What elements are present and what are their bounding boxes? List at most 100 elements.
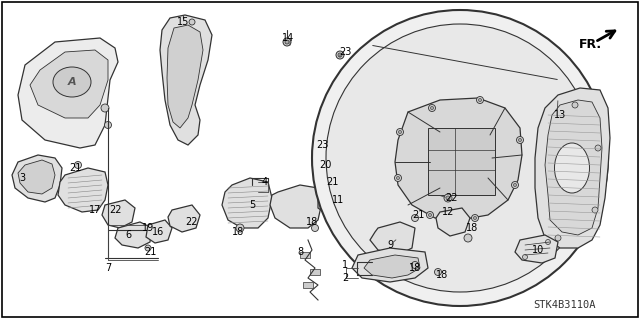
Circle shape — [464, 234, 472, 242]
Circle shape — [479, 99, 481, 101]
Polygon shape — [18, 38, 118, 148]
Circle shape — [336, 51, 344, 59]
Text: 18: 18 — [436, 270, 448, 280]
Text: 3: 3 — [19, 173, 25, 183]
Text: 21: 21 — [144, 247, 156, 257]
Polygon shape — [160, 15, 212, 145]
Polygon shape — [58, 168, 108, 212]
Ellipse shape — [554, 143, 589, 193]
Circle shape — [435, 269, 442, 276]
Circle shape — [444, 194, 452, 202]
Text: 14: 14 — [282, 33, 294, 43]
Text: 7: 7 — [105, 263, 111, 273]
Circle shape — [511, 182, 518, 189]
Text: 17: 17 — [89, 205, 101, 215]
Ellipse shape — [53, 67, 91, 97]
Ellipse shape — [326, 24, 594, 292]
Text: 21: 21 — [69, 163, 81, 173]
Text: 21: 21 — [326, 177, 338, 187]
Circle shape — [236, 224, 244, 232]
Polygon shape — [428, 128, 495, 195]
Polygon shape — [352, 248, 428, 282]
Circle shape — [516, 137, 524, 144]
Circle shape — [592, 207, 598, 213]
Text: STK4B3110A: STK4B3110A — [534, 300, 596, 310]
Circle shape — [431, 107, 433, 109]
Circle shape — [321, 144, 329, 152]
Circle shape — [555, 235, 561, 241]
Circle shape — [324, 176, 332, 183]
Text: 2: 2 — [342, 273, 348, 283]
Text: 4: 4 — [262, 177, 268, 187]
Text: 23: 23 — [316, 140, 328, 150]
Text: 18: 18 — [409, 263, 421, 273]
Polygon shape — [102, 200, 135, 228]
Text: 9: 9 — [387, 240, 393, 250]
Text: 23: 23 — [339, 47, 351, 57]
Polygon shape — [222, 178, 272, 228]
Polygon shape — [364, 255, 420, 278]
Text: 1: 1 — [342, 260, 348, 270]
Text: 11: 11 — [332, 195, 344, 205]
Text: 8: 8 — [297, 247, 303, 257]
Polygon shape — [300, 252, 310, 258]
Text: 10: 10 — [532, 245, 544, 255]
Polygon shape — [270, 185, 322, 228]
Circle shape — [338, 53, 342, 57]
Circle shape — [74, 161, 81, 168]
Polygon shape — [146, 220, 172, 243]
Circle shape — [285, 40, 289, 44]
Polygon shape — [370, 222, 415, 255]
Circle shape — [595, 145, 601, 151]
Circle shape — [104, 122, 111, 129]
Circle shape — [446, 196, 450, 200]
Circle shape — [394, 174, 401, 182]
Circle shape — [426, 211, 433, 219]
Polygon shape — [30, 50, 108, 118]
Polygon shape — [545, 100, 602, 235]
Circle shape — [283, 38, 291, 46]
Text: 22: 22 — [186, 217, 198, 227]
Text: 19: 19 — [142, 223, 154, 233]
Text: 12: 12 — [442, 207, 454, 217]
Circle shape — [412, 262, 419, 269]
Circle shape — [477, 97, 483, 103]
Circle shape — [145, 245, 151, 251]
Polygon shape — [395, 98, 522, 220]
Circle shape — [429, 105, 435, 112]
Circle shape — [101, 104, 109, 112]
Circle shape — [323, 158, 333, 167]
Text: 22: 22 — [445, 193, 458, 203]
Text: 22: 22 — [109, 205, 121, 215]
Polygon shape — [18, 160, 55, 194]
Circle shape — [397, 176, 399, 180]
Polygon shape — [167, 25, 203, 128]
Polygon shape — [115, 222, 152, 248]
Text: 18: 18 — [306, 217, 318, 227]
Text: 21: 21 — [412, 210, 424, 220]
Circle shape — [513, 183, 516, 187]
Circle shape — [189, 19, 195, 25]
Circle shape — [522, 255, 527, 259]
Polygon shape — [310, 269, 320, 275]
Text: 18: 18 — [466, 223, 478, 233]
Circle shape — [518, 138, 522, 142]
Circle shape — [412, 214, 419, 221]
Polygon shape — [12, 155, 62, 202]
Polygon shape — [318, 188, 345, 215]
Polygon shape — [515, 235, 558, 263]
Text: 5: 5 — [249, 200, 255, 210]
Circle shape — [399, 130, 401, 133]
Text: 15: 15 — [177, 17, 189, 27]
Text: A: A — [68, 77, 76, 87]
Polygon shape — [168, 205, 200, 232]
Text: 16: 16 — [152, 227, 164, 237]
Text: 18: 18 — [232, 227, 244, 237]
Circle shape — [572, 102, 578, 108]
Circle shape — [545, 240, 550, 244]
Circle shape — [397, 129, 403, 136]
Ellipse shape — [312, 10, 608, 306]
Text: 6: 6 — [125, 230, 131, 240]
Circle shape — [312, 225, 319, 232]
Polygon shape — [303, 282, 313, 288]
